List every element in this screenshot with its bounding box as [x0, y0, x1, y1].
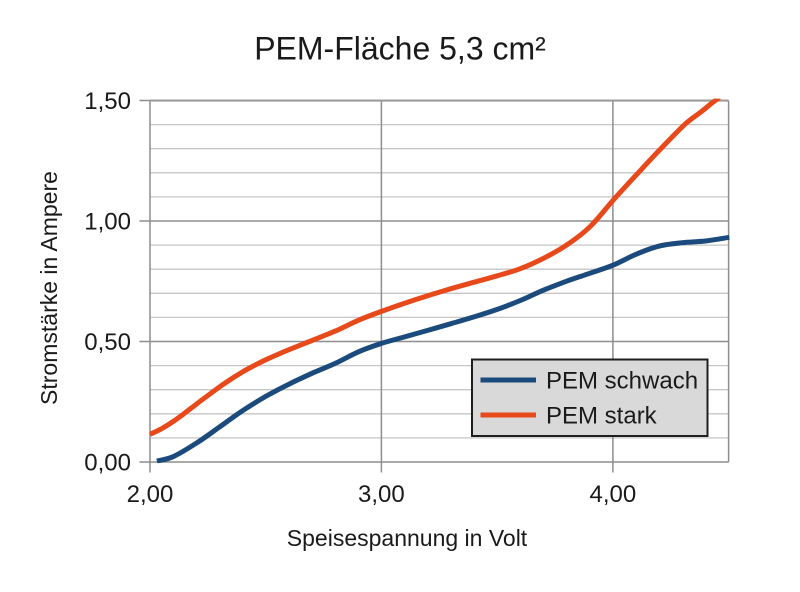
svg-text:1,50: 1,50 — [84, 88, 131, 115]
svg-text:4,00: 4,00 — [590, 481, 637, 508]
svg-text:Stromstärke in Ampere: Stromstärke in Ampere — [36, 171, 62, 405]
svg-text:PEM stark: PEM stark — [546, 403, 658, 430]
svg-text:0,50: 0,50 — [84, 329, 131, 356]
svg-text:Speisespannung in Volt: Speisespannung in Volt — [287, 525, 528, 551]
svg-text:PEM schwach: PEM schwach — [546, 368, 698, 395]
svg-text:2,00: 2,00 — [127, 481, 174, 508]
svg-text:1,00: 1,00 — [84, 209, 131, 236]
svg-text:0,00: 0,00 — [84, 450, 131, 477]
svg-text:3,00: 3,00 — [358, 481, 405, 508]
svg-text:PEM-Fläche 5,3 cm²: PEM-Fläche 5,3 cm² — [254, 31, 546, 67]
